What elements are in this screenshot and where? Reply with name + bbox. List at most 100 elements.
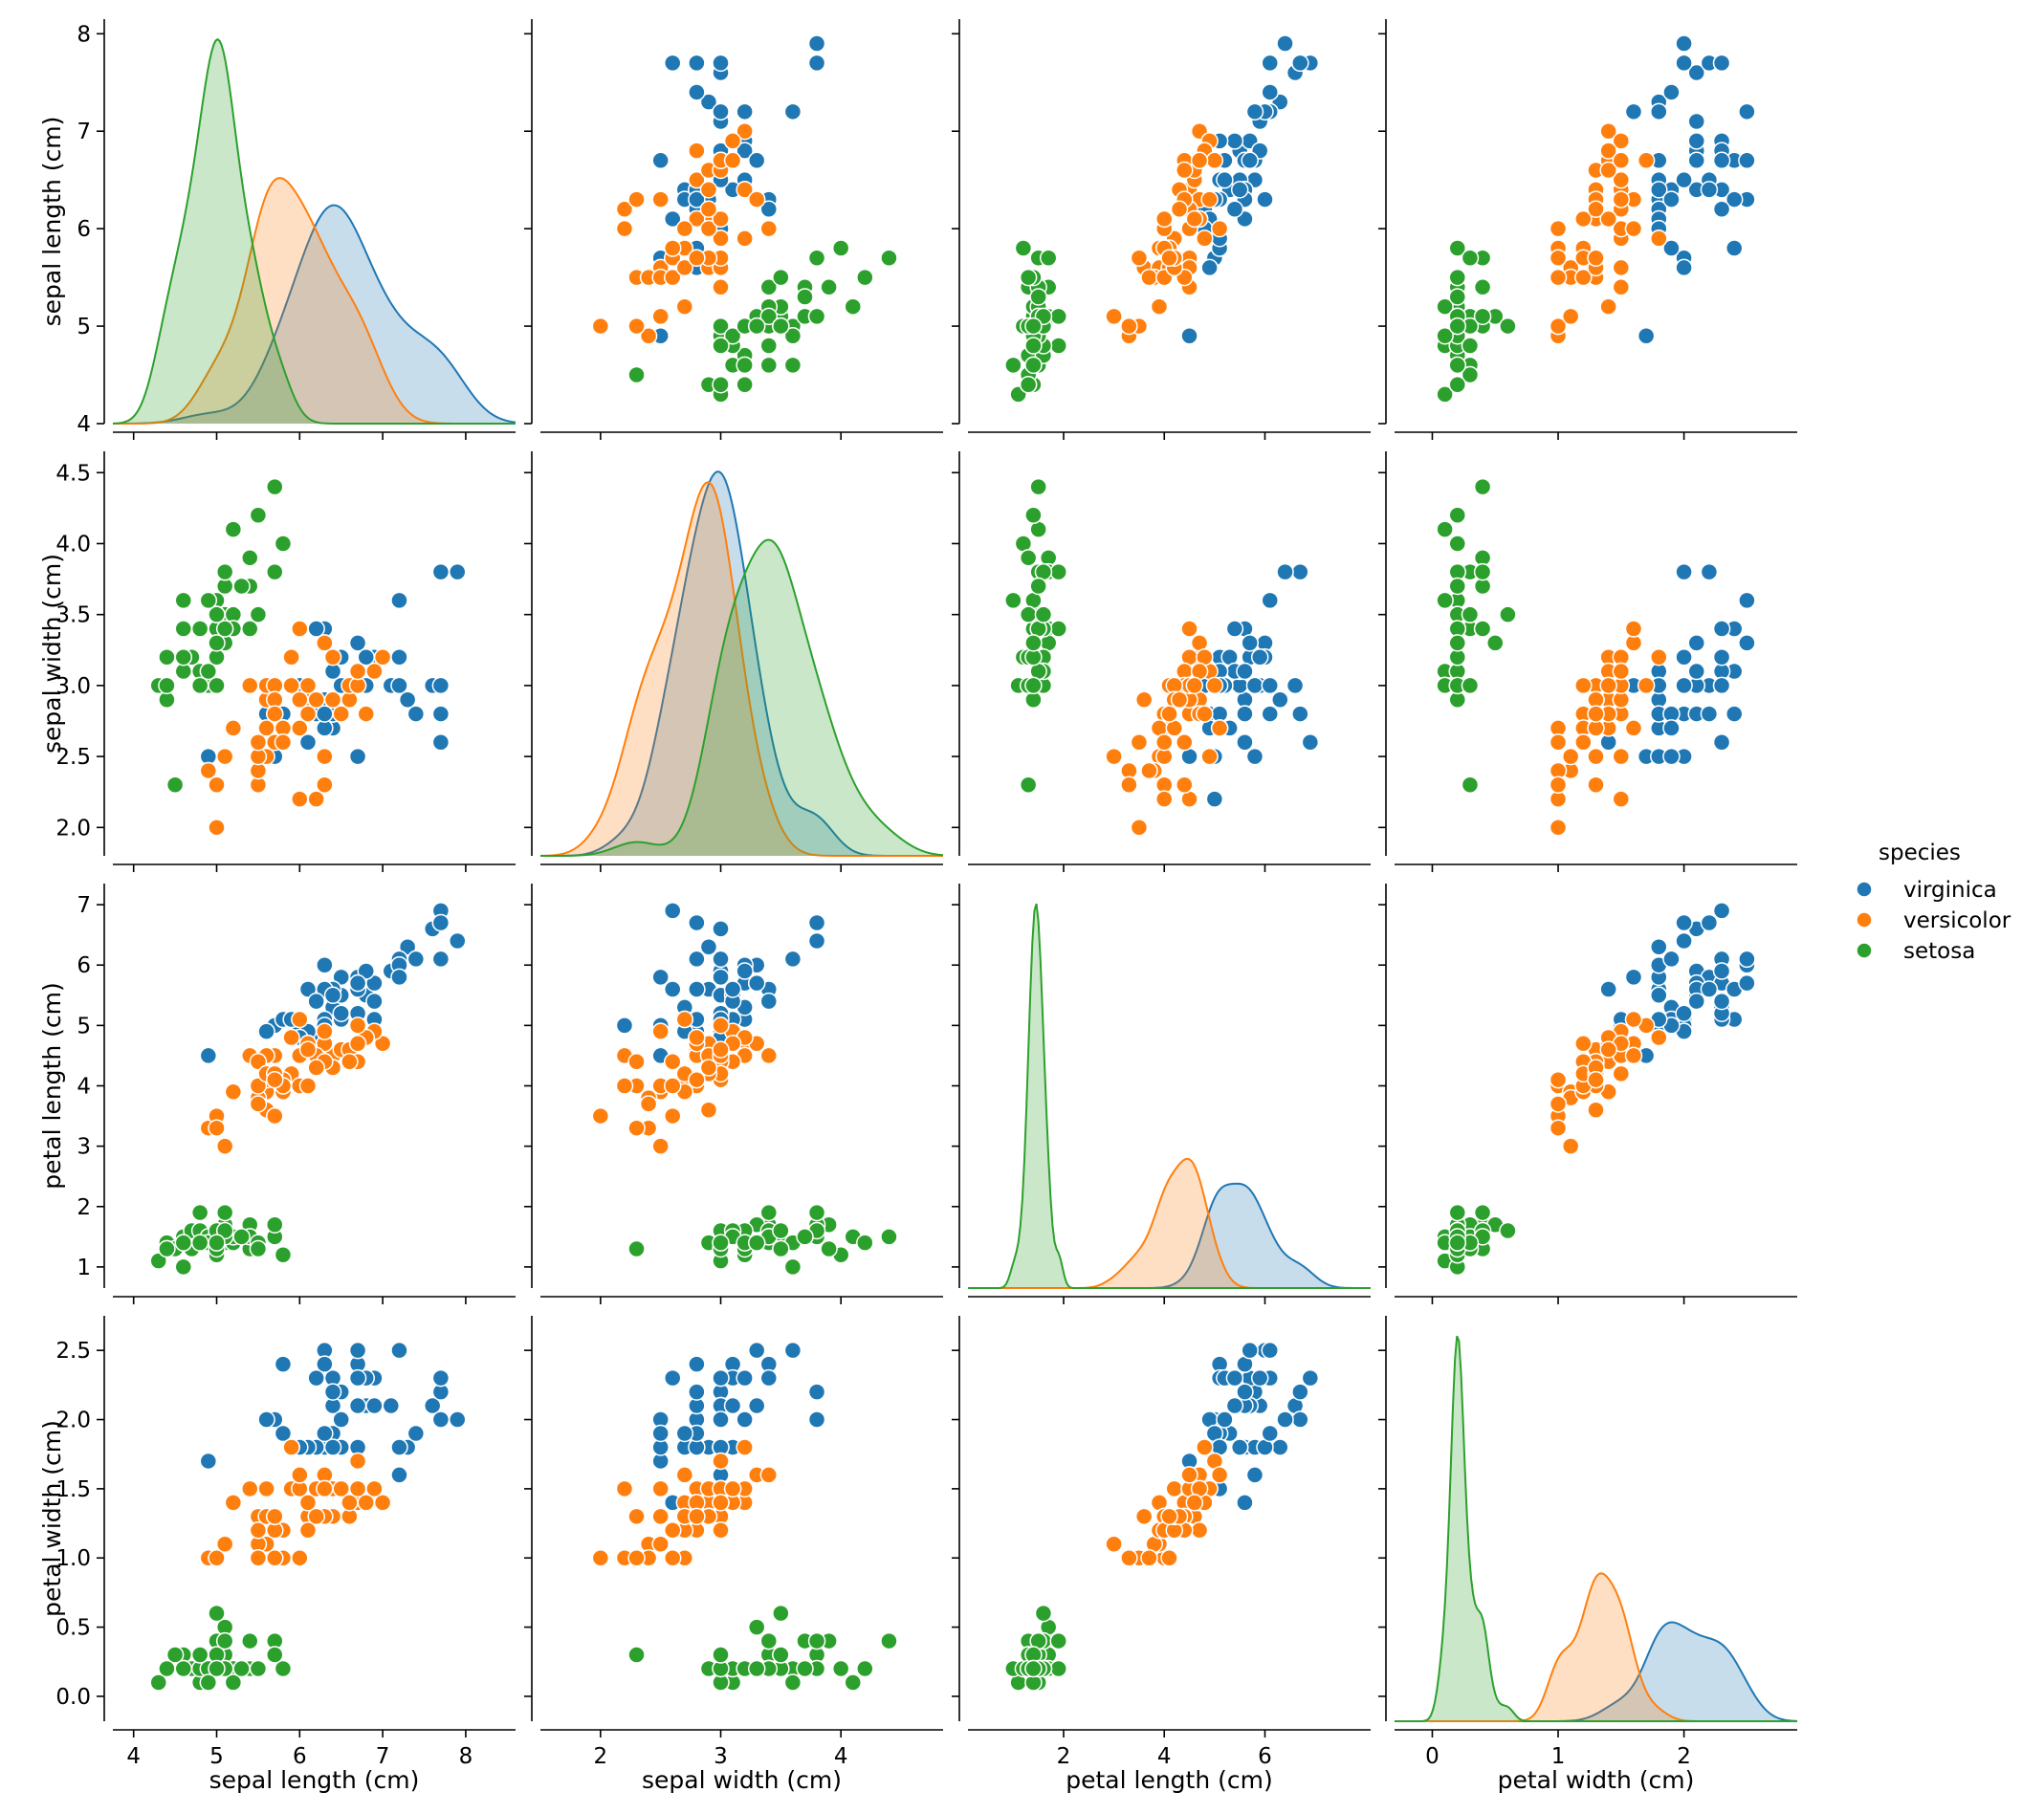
point-versicolor [1190, 151, 1209, 170]
kde-line-setosa [112, 37, 516, 425]
point-virginica [1712, 151, 1731, 170]
point-versicolor [1130, 249, 1149, 267]
point-virginica [431, 676, 451, 695]
point-virginica [1261, 1341, 1279, 1360]
point-setosa [266, 1646, 284, 1664]
point-setosa [627, 365, 646, 384]
point-versicolor [282, 647, 300, 667]
point-setosa [215, 1631, 234, 1650]
point-setosa [199, 662, 218, 681]
point-virginica [1725, 239, 1744, 257]
point-versicolor [1612, 258, 1631, 277]
point-versicolor [1612, 747, 1631, 766]
point-virginica [407, 705, 426, 723]
point-virginica [1637, 327, 1656, 345]
point-setosa [215, 562, 234, 581]
point-setosa [783, 356, 802, 375]
point-virginica [1599, 980, 1617, 998]
point-virginica [316, 705, 334, 723]
point-setosa [1019, 375, 1038, 394]
point-virginica [1687, 132, 1705, 150]
y-axis-label: sepal width (cm) [38, 554, 66, 754]
point-setosa [1049, 1659, 1067, 1678]
point-virginica [712, 920, 730, 938]
point-setosa [759, 307, 779, 326]
point-setosa [266, 477, 284, 496]
point-versicolor [307, 790, 325, 808]
point-setosa [723, 327, 742, 345]
point-virginica [365, 992, 384, 1011]
point-versicolor [1105, 307, 1123, 326]
point-virginica [1225, 1396, 1244, 1415]
point-setosa [208, 1659, 226, 1678]
point-setosa [1049, 1631, 1067, 1650]
point-virginica [390, 647, 408, 667]
point-versicolor [1200, 747, 1219, 766]
point-versicolor [208, 819, 226, 837]
kde-fill-setosa [113, 39, 516, 425]
point-virginica [699, 938, 718, 956]
legend-marker-setosa [1856, 942, 1873, 959]
point-setosa [1034, 1604, 1053, 1623]
point-versicolor [1549, 317, 1568, 336]
panel-petal-width-vs-sepal-length: 0.0 0.5 1.0 1.5 2.0 2.5 4 5 6 7 8 sepal length (cm)… [38, 1316, 516, 1794]
point-virginica [323, 1383, 342, 1401]
point-versicolor [1574, 1035, 1593, 1053]
point-versicolor [699, 1059, 718, 1077]
point-virginica [1276, 34, 1294, 53]
x-tick-label: 2 [1677, 1744, 1691, 1769]
point-setosa [747, 1618, 766, 1636]
point-virginica [651, 151, 670, 170]
legend-marker-versicolor [1856, 911, 1873, 929]
point-setosa [1024, 337, 1043, 355]
kde-line-setosa [1395, 1335, 1797, 1722]
point-versicolor [759, 1046, 779, 1065]
point-virginica [382, 1396, 401, 1415]
point-setosa [844, 1673, 862, 1692]
point-versicolor [298, 1040, 318, 1059]
point-versicolor [1587, 747, 1605, 766]
point-virginica [1712, 200, 1731, 219]
x-tick-label: 5 [209, 1744, 224, 1769]
point-virginica [1738, 102, 1756, 121]
point-setosa [820, 278, 838, 296]
kde-fill-versicolor [968, 1158, 1371, 1288]
point-virginica [807, 34, 826, 53]
point-setosa [215, 620, 234, 638]
point-versicolor [736, 1438, 754, 1456]
point-versicolor [675, 1466, 694, 1484]
point-versicolor [316, 776, 334, 795]
point-virginica [1200, 258, 1219, 277]
point-virginica [1687, 992, 1705, 1011]
point-versicolor [651, 1137, 670, 1155]
point-virginica [348, 1368, 367, 1388]
point-versicolor [699, 1101, 718, 1119]
panel-sepal-width-vs-sepal-length: 2.0 2.5 3.0 3.5 4.0 4.5 sepal width (cm) [38, 451, 516, 872]
point-versicolor [332, 705, 350, 723]
point-virginica [1225, 132, 1244, 150]
point-setosa [240, 620, 259, 638]
point-virginica [1261, 676, 1279, 695]
point-setosa [1461, 365, 1480, 384]
point-versicolor [357, 1494, 375, 1512]
point-setosa [880, 1228, 898, 1246]
point-virginica [1291, 1383, 1309, 1401]
point-setosa [199, 1673, 218, 1692]
point-versicolor [282, 1438, 300, 1456]
panel-sepal-width-vs-sepal-width [524, 451, 944, 872]
point-versicolor [257, 719, 275, 737]
point-versicolor [282, 676, 300, 695]
point-virginica [699, 93, 718, 111]
point-virginica [723, 1396, 742, 1415]
point-setosa [158, 647, 176, 667]
point-virginica [1700, 181, 1719, 199]
point-versicolor [1210, 219, 1229, 238]
point-virginica [357, 962, 375, 980]
point-versicolor [736, 121, 754, 141]
point-virginica [1662, 719, 1681, 737]
point-versicolor [1205, 151, 1224, 170]
point-virginica [431, 562, 451, 581]
point-versicolor [1160, 1507, 1178, 1526]
point-virginica [1241, 151, 1259, 170]
point-versicolor [1574, 209, 1593, 229]
